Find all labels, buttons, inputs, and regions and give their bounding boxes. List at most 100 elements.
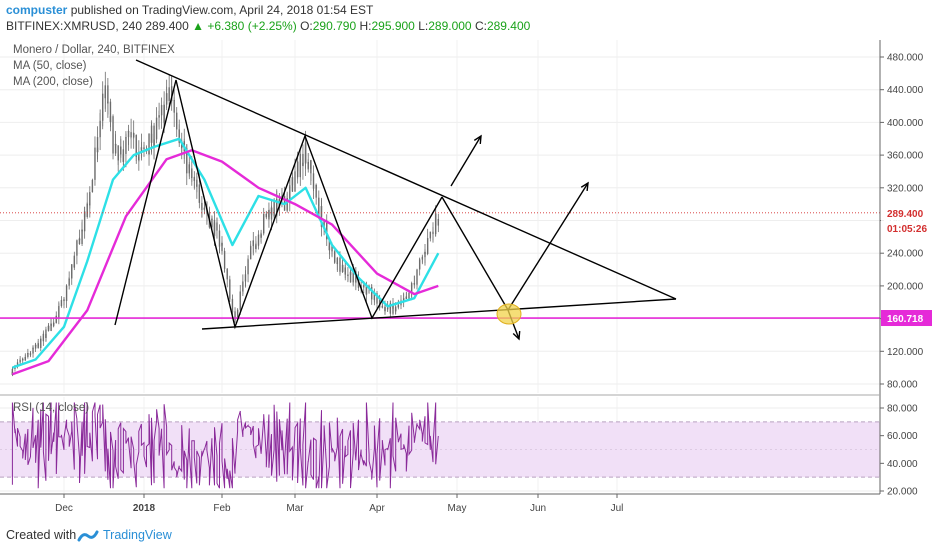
- candle-body: [402, 298, 405, 300]
- candle-body: [244, 274, 247, 279]
- candle-body: [229, 296, 231, 299]
- candle-body: [176, 112, 178, 118]
- tradingview-brand-link[interactable]: TradingView: [103, 528, 172, 542]
- candle-body: [242, 281, 244, 288]
- time-tick-label: Jun: [530, 503, 546, 514]
- rsi-tick-label: 40.000: [887, 459, 918, 470]
- candle-body: [376, 302, 378, 304]
- candle-body: [213, 222, 216, 237]
- candle-body: [426, 238, 429, 251]
- candle-body: [173, 99, 175, 113]
- open-label: O:: [300, 19, 313, 33]
- candle-body: [138, 151, 140, 161]
- ohlc-line: BITFINEX:XMRUSD, 240 289.400 ▲ +6.380 (+…: [6, 19, 530, 33]
- candle-body: [260, 233, 262, 238]
- candle-body: [437, 218, 440, 226]
- candle-body: [216, 224, 218, 231]
- breakdown-arrow-head: [512, 330, 521, 341]
- candle-body: [355, 277, 357, 283]
- candle-body: [286, 198, 288, 211]
- symbol-legend[interactable]: Monero / Dollar, 240, BITFINEX: [13, 44, 175, 56]
- candle-body: [302, 162, 304, 166]
- candle-body: [83, 211, 86, 232]
- candle-body: [402, 298, 405, 301]
- candle-body: [434, 213, 437, 226]
- candle-body: [153, 139, 155, 148]
- candle-body: [165, 93, 168, 102]
- candle-body: [78, 238, 81, 244]
- price-tick-label: 80.000: [887, 380, 918, 391]
- candle-body: [339, 270, 341, 272]
- candle-body: [58, 307, 60, 318]
- candle-body: [229, 279, 231, 297]
- level-price-box: [881, 310, 932, 327]
- last-price: 289.400: [145, 19, 189, 33]
- tradingview-logo-icon: [77, 530, 99, 542]
- candle-body: [347, 274, 349, 276]
- level-price-label: 160.718: [887, 314, 924, 325]
- candle-body: [40, 338, 42, 348]
- candle-body: [163, 104, 165, 123]
- candle-body: [63, 299, 65, 302]
- time-tick-label: May: [448, 503, 467, 514]
- candle-body: [109, 116, 112, 122]
- price-tick-label: 400.000: [887, 118, 924, 129]
- candle-body: [296, 161, 299, 178]
- triangle-upper-trendline: [135, 59, 677, 300]
- candle-body: [341, 264, 344, 273]
- candle-body: [252, 240, 254, 244]
- symbol-label: BITFINEX:XMRUSD, 240: [6, 19, 143, 33]
- candle-body: [291, 177, 294, 192]
- breakout-up-arrow-head: [473, 134, 482, 145]
- ma50-legend[interactable]: MA (50, close): [13, 60, 87, 72]
- rsi-legend[interactable]: RSI (14, close): [13, 402, 90, 414]
- candle-body: [83, 211, 86, 217]
- candle-body: [312, 186, 315, 189]
- candle-body: [226, 273, 228, 280]
- candle-body: [206, 211, 208, 214]
- candle-body: [117, 154, 119, 161]
- candle-body: [27, 353, 29, 355]
- current-price-label: 289.400: [887, 209, 924, 220]
- countdown-box: [881, 220, 932, 235]
- candle-body: [323, 220, 325, 225]
- candle-body: [150, 125, 153, 143]
- chart-axes: 80.000120.000160.000200.000240.000280.00…: [0, 40, 924, 514]
- candle-body: [176, 117, 178, 130]
- countdown-label: 01:05:26: [887, 224, 927, 235]
- candle-body: [294, 171, 296, 176]
- ma200-legend[interactable]: MA (200, close): [13, 76, 93, 88]
- author-link[interactable]: compuster: [6, 3, 68, 17]
- candle-body: [158, 115, 160, 117]
- candle-body: [413, 283, 416, 285]
- rsi-line: [11, 402, 439, 489]
- chart-area[interactable]: 80.000120.000160.000200.000240.000280.00…: [0, 36, 932, 523]
- time-tick-label: Mar: [286, 503, 304, 514]
- candle-body: [94, 147, 96, 162]
- candle-body: [135, 154, 137, 157]
- candle-body: [122, 153, 125, 162]
- candle-body: [132, 133, 135, 135]
- candle-body: [315, 184, 317, 198]
- candle-body: [249, 246, 252, 251]
- candle-body: [71, 264, 73, 272]
- candle-body: [81, 229, 83, 232]
- candle-body: [40, 338, 42, 342]
- candle-body: [168, 87, 170, 97]
- candle-body: [318, 206, 320, 217]
- candle-body: [270, 207, 273, 216]
- time-tick-label: 2018: [133, 503, 156, 514]
- candle-body: [16, 362, 19, 366]
- rebound-up-arrow-head: [580, 181, 589, 192]
- candle-body: [432, 232, 434, 235]
- candle-body: [239, 291, 241, 303]
- candle-body: [276, 199, 278, 216]
- candle-body: [183, 149, 185, 152]
- candle-body: [397, 304, 400, 308]
- candle-body: [289, 185, 291, 187]
- candle-body: [203, 207, 206, 209]
- candle-body: [265, 214, 268, 218]
- rsi-tick-label: 80.000: [887, 404, 918, 415]
- breakout-up-arrow: [450, 135, 482, 187]
- triangle-lower-trendline: [201, 298, 677, 330]
